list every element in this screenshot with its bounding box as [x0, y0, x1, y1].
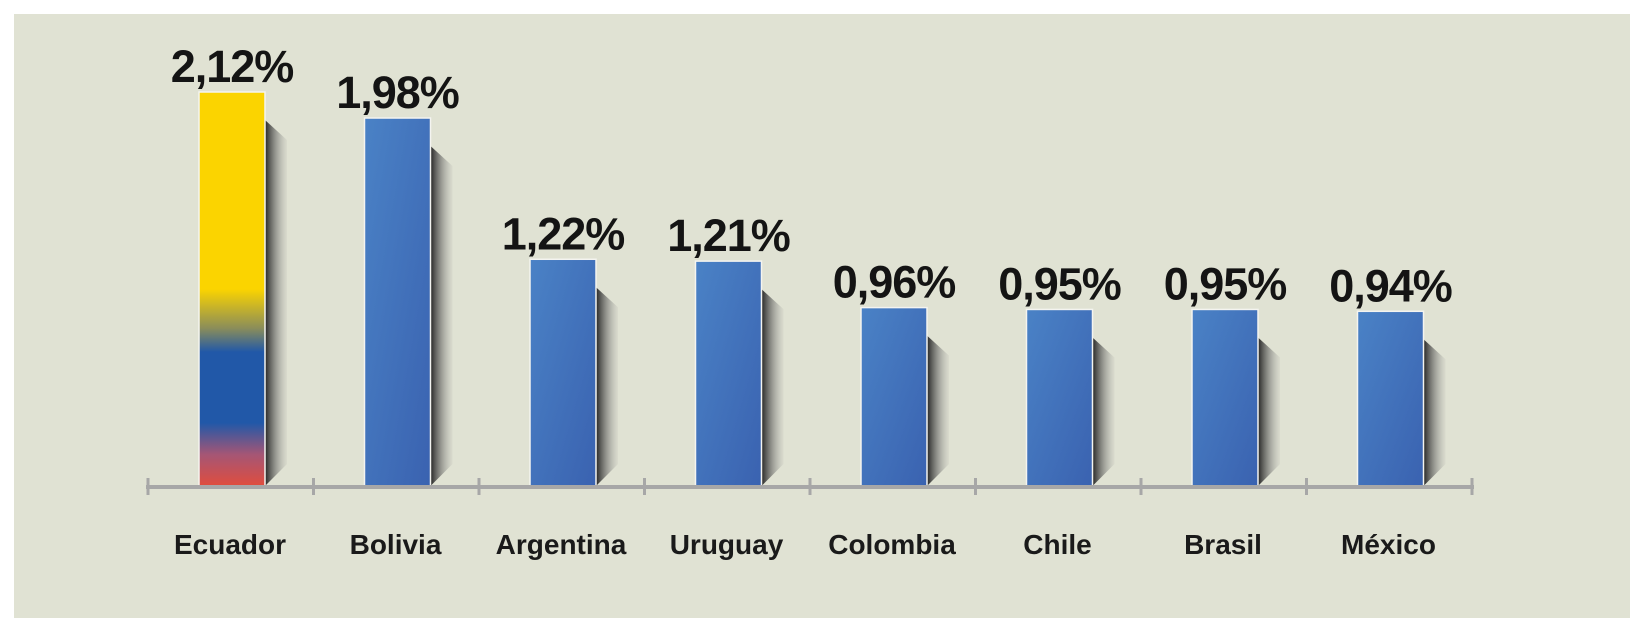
- bar-méxico: [1356, 310, 1425, 487]
- bar-shadow: [596, 287, 618, 486]
- value-label: 1,98%: [336, 67, 459, 118]
- value-label: 1,21%: [667, 210, 790, 261]
- bar-shadow: [1092, 337, 1115, 486]
- bar-argentina: [529, 258, 597, 487]
- category-label: México: [1341, 529, 1436, 560]
- bar-chart: 2,12% 1,98% 1,22% 1,21% 0,96% 0,95% 0,95% 0,94%…: [146, 41, 1474, 560]
- category-label: Uruguay: [670, 529, 784, 560]
- bar-colombia: [860, 306, 928, 487]
- value-label: 0,96%: [833, 257, 956, 308]
- category-label: Brasil: [1184, 529, 1262, 560]
- category-label: Colombia: [828, 529, 956, 560]
- bar-shadow: [430, 146, 453, 487]
- bar-shadow: [761, 289, 784, 486]
- bar-brasil: [1191, 308, 1259, 487]
- bar-uruguay: [694, 260, 763, 487]
- bar-bolivia: [363, 117, 432, 487]
- category-label: Bolivia: [350, 529, 442, 560]
- value-label: 0,94%: [1329, 260, 1452, 311]
- bar-chile: [1025, 308, 1094, 487]
- bar-shadow: [1258, 337, 1280, 486]
- category-label: Argentina: [496, 529, 627, 560]
- value-label: 0,95%: [1164, 258, 1287, 309]
- value-label: 1,22%: [502, 208, 625, 259]
- bar-shadow: [927, 335, 949, 486]
- bar-shadow: [1423, 339, 1446, 486]
- value-label: 0,95%: [998, 258, 1121, 309]
- bar-shadow: [265, 120, 287, 486]
- category-label: Ecuador: [174, 529, 286, 560]
- category-label: Chile: [1023, 529, 1091, 560]
- chart-panel: 2,12% 1,98% 1,22% 1,21% 0,96% 0,95% 0,95% 0,94%…: [14, 14, 1630, 618]
- bar-ecuador: [198, 91, 266, 487]
- value-label: 2,12%: [171, 41, 294, 92]
